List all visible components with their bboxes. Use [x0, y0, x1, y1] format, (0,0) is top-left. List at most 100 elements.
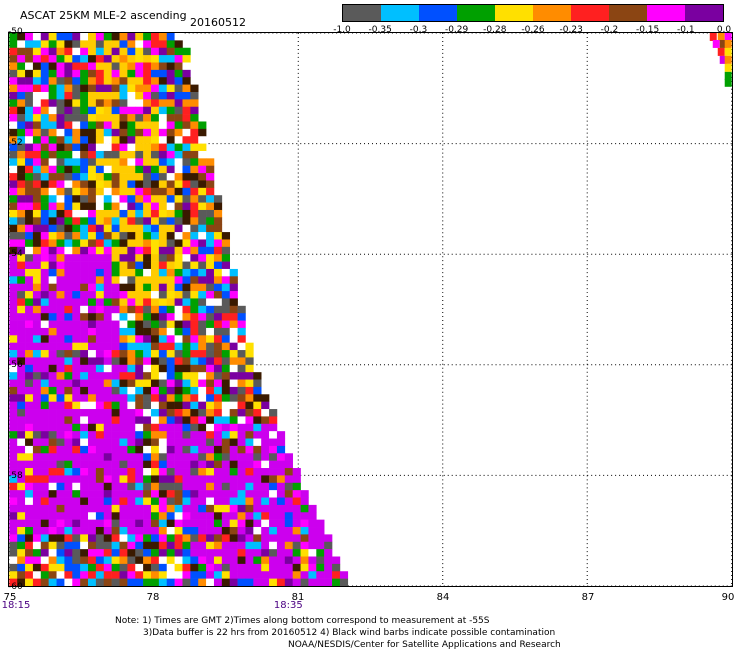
swath-cell [32, 217, 42, 226]
swath-cell [174, 261, 183, 270]
swath-cell [213, 246, 223, 255]
swath-cell [198, 136, 207, 144]
swath-cell [88, 224, 97, 233]
swath-cell [127, 128, 136, 137]
swath-cell [158, 534, 168, 543]
swath-cells [9, 33, 349, 587]
swath-cell [127, 541, 136, 550]
swath-cell [150, 136, 160, 144]
swath-cell [80, 379, 89, 388]
swath-cell [245, 423, 254, 432]
swath-cell [253, 386, 262, 395]
swath-cell [9, 327, 18, 336]
swath-cell [25, 490, 34, 498]
swath-cell [111, 209, 120, 218]
swath-cell [56, 460, 65, 469]
swath-cell [48, 497, 57, 506]
swath-cell [206, 527, 215, 535]
swath-cell [56, 217, 65, 226]
swath-cell [167, 586, 175, 587]
swath-cell [316, 556, 325, 565]
swath-cell [40, 342, 49, 351]
swath-cell [64, 180, 73, 189]
swath-cell [166, 261, 175, 270]
swath-cell [119, 350, 128, 358]
swath-cell [253, 453, 262, 461]
swath-cell [135, 519, 144, 528]
swath-cell [261, 482, 270, 491]
swath-cell [119, 158, 128, 167]
swath-cell [17, 33, 26, 41]
swath-cell [80, 187, 89, 196]
swath-cell [127, 445, 136, 454]
swath-cell [25, 276, 34, 284]
swath-cell [190, 342, 199, 351]
swath-cell [40, 106, 49, 115]
swath-cell [119, 305, 128, 314]
swath-cell [143, 541, 152, 550]
swath-cell [198, 276, 207, 284]
swath-cell [72, 106, 81, 115]
swath-cell [88, 468, 97, 476]
swath-cell [64, 283, 73, 292]
swath-cell [9, 512, 18, 520]
swath-cell [198, 173, 207, 181]
swath-cell [221, 453, 231, 461]
swath-cell [64, 571, 73, 579]
swath-cell [166, 209, 175, 218]
swath-cell [9, 158, 18, 167]
swath-cell [17, 180, 26, 189]
swath-cell [127, 180, 136, 189]
swath-cell [103, 165, 112, 174]
swath-cell [48, 445, 57, 454]
swath-cell [32, 386, 42, 395]
swath-cell [80, 209, 89, 218]
swath-cell [103, 173, 112, 181]
swath-cell [9, 136, 18, 144]
swath-cell [143, 158, 152, 167]
swath-cell [17, 62, 26, 71]
swath-cell [64, 527, 73, 535]
swath-cell [190, 401, 199, 410]
swath-cell [174, 386, 183, 395]
swath-cell [229, 460, 238, 469]
swath-cell [64, 298, 73, 307]
swath-cell [135, 305, 144, 314]
swath-cell [80, 62, 89, 71]
swath-cell [237, 541, 246, 550]
swath-cell [40, 475, 49, 484]
swath-cell [150, 401, 160, 410]
swath-cell [190, 512, 199, 520]
swath-cell [174, 246, 183, 255]
swath-cell [150, 99, 160, 108]
swath-cell [190, 549, 199, 557]
swath-cell [48, 298, 57, 307]
swath-cell [253, 534, 262, 543]
swath-cell [135, 47, 144, 56]
swath-cell [80, 33, 89, 41]
swath-cell [300, 571, 309, 579]
swath-cell [245, 460, 254, 469]
swath-cell [95, 372, 105, 380]
swath-cell [40, 313, 49, 321]
swath-cell [103, 563, 112, 572]
swath-cell [150, 261, 160, 270]
swath-cell [174, 91, 183, 100]
swath-cell [213, 372, 223, 380]
swath-cell [95, 106, 105, 115]
swath-cell [25, 217, 34, 226]
swath-cell [276, 519, 286, 528]
swath-cell [88, 158, 97, 167]
swath-cell [32, 143, 42, 152]
swath-cell [17, 327, 26, 336]
swath-cell [56, 394, 65, 402]
color-scale-segment [343, 5, 381, 21]
swath-cell [119, 527, 128, 535]
swath-cell [253, 504, 262, 513]
swath-cell [9, 33, 18, 41]
swath-cell [143, 143, 152, 152]
swath-cell [135, 313, 144, 321]
swath-cell [95, 224, 105, 233]
swath-cell [229, 468, 238, 476]
swath-cell [308, 563, 317, 572]
